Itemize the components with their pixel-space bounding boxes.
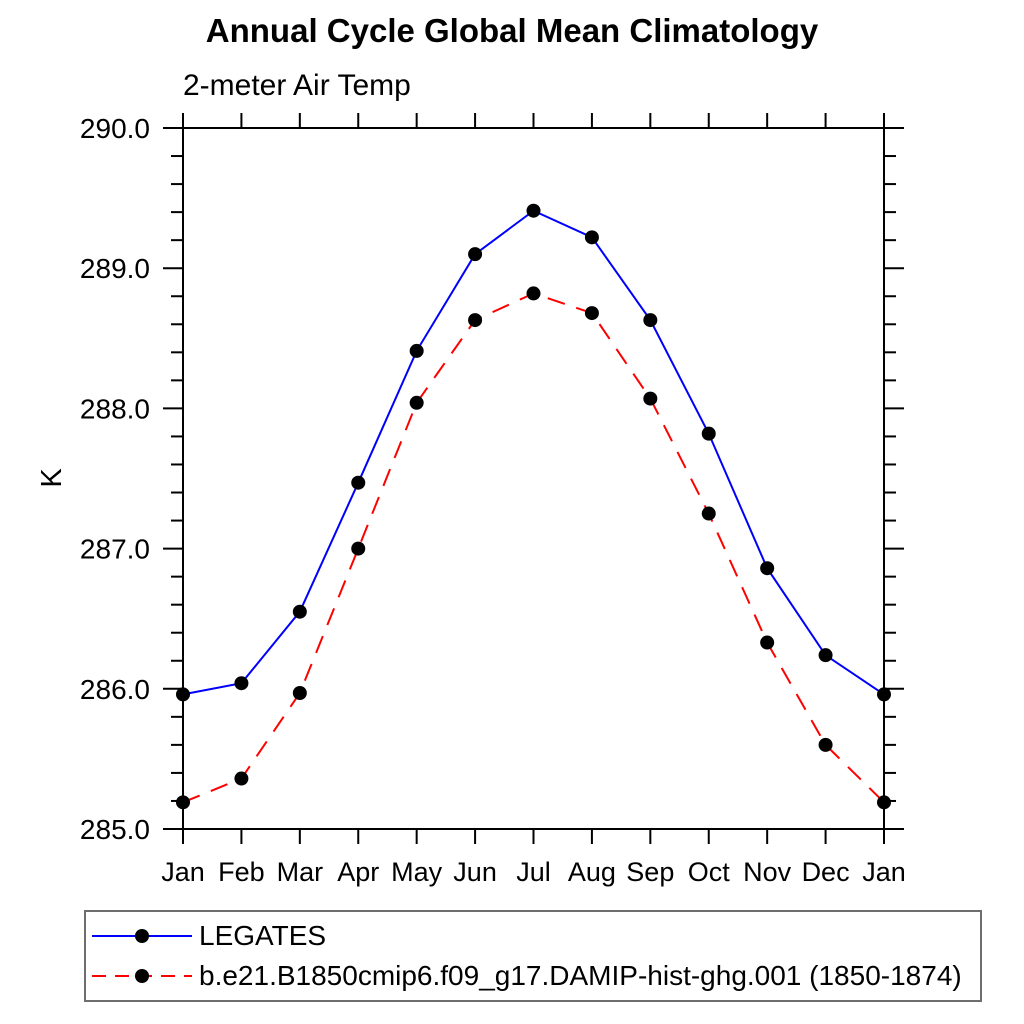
data-point-marker [877,687,891,702]
legend-sample-marker [135,929,149,943]
y-tick-label: 286.0 [80,674,150,705]
data-point-marker [584,230,599,245]
x-tick-label: May [391,857,443,887]
data-point-marker [760,561,775,576]
legend: LEGATES b.e21.B1850cmip6.f09_g17.DAMIP-h… [84,910,982,1002]
data-point-marker [643,313,658,328]
legend-item-legates: LEGATES [92,916,980,956]
legend-sample-marker [135,969,149,983]
y-tick-label: 287.0 [80,534,150,565]
legend-item-model: b.e21.B1850cmip6.f09_g17.DAMIP-hist-ghg.… [92,956,980,996]
x-tick-label: Jul [516,857,551,887]
data-point-marker [409,395,424,410]
y-tick-label: 289.0 [80,253,150,284]
data-point-marker [234,771,249,786]
data-point-marker [292,686,307,701]
y-tick-label: 288.0 [80,393,150,424]
legend-label-model: b.e21.B1850cmip6.f09_g17.DAMIP-hist-ghg.… [199,960,962,991]
x-tick-label: Feb [218,857,265,887]
data-point-marker [176,687,190,702]
data-point-marker [877,795,891,810]
data-point-marker [760,635,775,650]
x-tick-label: Jan [862,857,906,887]
x-tick-label: Oct [688,857,731,887]
x-tick-label: Sep [626,857,674,887]
x-tick-label: Jan [161,857,205,887]
data-point-marker [351,541,366,556]
data-point-marker [701,506,716,521]
x-tick-label: Aug [568,857,616,887]
data-point-marker [701,426,716,441]
legend-sample-dashed-line [92,969,192,983]
series-line-0 [182,209,885,696]
data-point-marker [409,343,424,358]
x-tick-label: Dec [802,857,850,887]
data-point-marker [468,313,483,328]
series-line-1 [182,292,885,804]
legend-sample-solid-line [92,929,192,943]
x-tick-label: Apr [337,857,379,887]
plot-frame [182,127,885,830]
chart-title: Annual Cycle Global Mean Climatology [205,12,819,49]
x-tick-label: Nov [743,857,792,887]
data-point-marker [292,604,307,619]
data-point-marker [234,676,249,691]
y-tick-label: 290.0 [80,113,150,144]
data-point-marker [818,737,833,752]
data-point-marker [526,203,541,218]
data-point-marker [818,648,833,663]
y-tick-label: 285.0 [80,814,150,845]
data-point-marker [351,475,366,490]
x-tick-label: Mar [277,857,324,887]
data-point-marker [643,391,658,406]
data-point-marker [176,795,190,810]
data-point-marker [468,247,483,262]
data-point-marker [584,306,599,321]
axes-frame [163,113,904,844]
x-tick-label: Jun [453,857,497,887]
chart-subtitle: 2-meter Air Temp [183,69,411,102]
data-point-marker [526,286,541,301]
legend-label-legates: LEGATES [199,920,327,951]
